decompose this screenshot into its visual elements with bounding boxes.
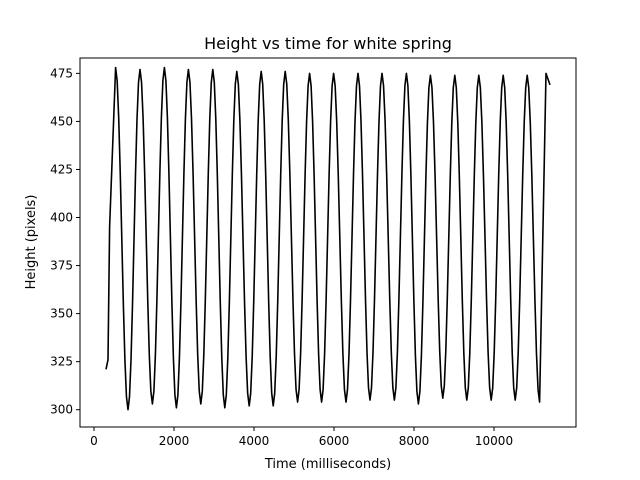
y-tick-label: 375	[50, 259, 73, 273]
series-line	[105, 66, 551, 411]
x-tick-label: 6000	[319, 434, 350, 448]
x-tick-label: 2000	[159, 434, 190, 448]
y-tick-label: 425	[50, 162, 73, 176]
plot-area-frame	[79, 57, 577, 428]
y-tick-label: 300	[50, 403, 73, 417]
x-tick-label: 0	[90, 434, 98, 448]
x-tick-label: 10000	[475, 434, 513, 448]
y-tick-label: 350	[50, 307, 73, 321]
y-tick-label: 475	[50, 66, 73, 80]
x-tick-label: 8000	[399, 434, 430, 448]
x-tick-label: 4000	[239, 434, 270, 448]
axis-ticks: 0 2000 4000 6000 8000 10000 300 325 350 375 400 425…	[50, 66, 513, 448]
y-axis-label: Height (pixels)	[24, 195, 39, 290]
x-axis-label: Time (milliseconds)	[264, 457, 391, 472]
y-tick-label: 325	[50, 355, 73, 369]
chart-title: Height vs time for white spring	[204, 34, 452, 53]
y-tick-label: 450	[50, 114, 73, 128]
series-layer	[105, 66, 551, 411]
y-tick-label: 400	[50, 211, 73, 225]
